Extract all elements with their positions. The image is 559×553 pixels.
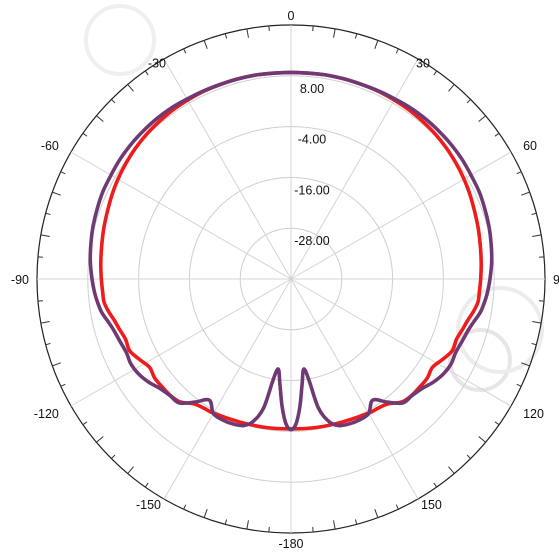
angle-tick [45, 342, 51, 346]
angle-tick [203, 40, 208, 49]
ring-label: -16.00 [294, 183, 329, 197]
angle-tick [494, 421, 500, 426]
angle-tick [466, 99, 471, 104]
watermark-swirl [84, 4, 156, 76]
angle-tick [96, 436, 104, 443]
angle-tick [52, 362, 61, 367]
angle-ticks [37, 25, 545, 533]
angle-tick [127, 466, 134, 474]
angle-tick [466, 454, 471, 459]
grid-spoke [290, 278, 419, 500]
angle-tick [532, 321, 542, 324]
angle-tick [224, 33, 228, 39]
angle-tick [333, 520, 336, 530]
angle-tick [521, 191, 530, 196]
angle-tick [333, 28, 336, 38]
angle-tick [516, 171, 522, 175]
angle-tick [224, 519, 228, 525]
angle-label: 120 [523, 407, 544, 421]
angle-label: -120 [34, 407, 59, 421]
ring-label: 8.00 [300, 82, 324, 96]
angle-tick [531, 342, 537, 346]
angle-tick [478, 436, 486, 443]
angle-label: -30 [148, 57, 166, 71]
angle-tick [478, 115, 486, 122]
angle-tick [374, 509, 379, 518]
angle-tick [96, 115, 104, 122]
angle-tick [144, 482, 149, 488]
watermark [84, 4, 544, 392]
angle-tick [532, 234, 542, 237]
angle-tick [144, 70, 149, 76]
angle-tick [183, 48, 187, 54]
angle-tick [354, 33, 358, 39]
angle-labels: 0 30 60 9 120 150 -180 -150 -120 -90 -60 -30 [11, 9, 559, 551]
grid-spoke [290, 58, 419, 280]
angle-tick [82, 132, 88, 137]
angle-tick [183, 504, 187, 510]
angle-tick [433, 482, 438, 488]
angle-label: -60 [41, 139, 59, 153]
watermark-swirl [448, 328, 512, 392]
grid-spoke [70, 278, 292, 407]
polar-grid [36, 24, 546, 534]
grid-spoke [290, 278, 512, 407]
angle-tick [494, 132, 500, 137]
ring-label: -28.00 [294, 234, 329, 248]
series-line-2 [88, 70, 494, 432]
angle-tick [246, 520, 249, 530]
angle-tick [127, 84, 134, 92]
angle-tick [111, 454, 116, 459]
angle-label: 60 [523, 139, 537, 153]
angle-tick [448, 84, 455, 92]
angle-tick [60, 171, 66, 175]
angle-tick [521, 362, 530, 367]
angle-tick [82, 421, 88, 426]
ring-label: -4.00 [298, 133, 327, 147]
ring-labels: 8.00 -4.00 -16.00 -28.00 [294, 82, 329, 248]
angle-label: 0 [288, 9, 295, 23]
grid-spoke [163, 58, 292, 280]
angle-tick [374, 40, 379, 49]
angle-label: -90 [11, 273, 29, 287]
angle-tick [203, 509, 208, 518]
grid-spoke [290, 151, 512, 280]
angle-tick [52, 191, 61, 196]
angle-label: -180 [278, 537, 303, 551]
angle-tick [516, 383, 522, 387]
angle-label: 9 [553, 273, 559, 287]
angle-tick [531, 212, 537, 216]
angle-tick [433, 70, 438, 76]
angle-tick [395, 48, 399, 54]
angle-label: 150 [421, 498, 442, 512]
angle-tick [111, 99, 116, 104]
grid-spoke [70, 151, 292, 280]
watermark-swirl [456, 286, 544, 374]
angle-tick [40, 321, 50, 324]
angle-tick [246, 28, 249, 38]
angle-tick [60, 383, 66, 387]
angle-tick [45, 212, 51, 216]
series-layer [88, 70, 494, 432]
grid-spoke [163, 278, 292, 500]
angle-label: 30 [416, 57, 430, 71]
angle-tick [40, 234, 50, 237]
angle-tick [354, 519, 358, 525]
angle-tick [395, 504, 399, 510]
angle-label: -150 [136, 498, 161, 512]
angle-tick [448, 466, 455, 474]
